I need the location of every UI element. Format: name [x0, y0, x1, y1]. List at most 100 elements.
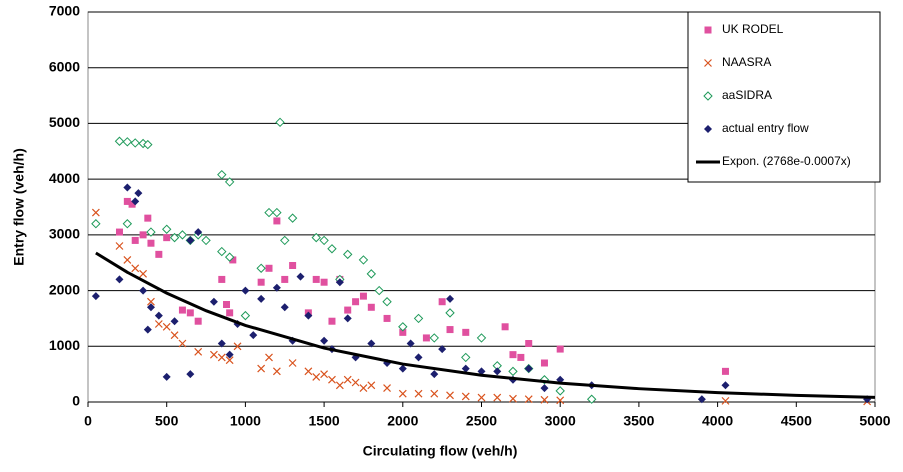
- point: [335, 278, 344, 287]
- point: [359, 292, 367, 300]
- point: [430, 389, 439, 398]
- x-tick-label: 3000: [545, 413, 576, 429]
- point: [144, 214, 152, 222]
- point: [115, 275, 124, 284]
- legend-label: aaSIDRA: [722, 88, 772, 102]
- point: [163, 234, 171, 242]
- point: [477, 393, 486, 402]
- point: [280, 235, 290, 246]
- point: [143, 325, 152, 334]
- point: [359, 384, 368, 392]
- y-tick-label: 1000: [49, 337, 80, 353]
- point: [123, 197, 131, 205]
- point: [194, 347, 203, 356]
- point: [508, 366, 518, 377]
- point: [265, 264, 273, 272]
- point: [352, 298, 360, 306]
- point: [398, 389, 407, 398]
- point: [209, 350, 218, 359]
- point: [131, 264, 140, 273]
- point: [319, 235, 329, 246]
- y-tick-label: 6000: [49, 58, 80, 74]
- point: [328, 375, 336, 384]
- point: [382, 297, 392, 307]
- point: [217, 339, 226, 348]
- point: [257, 294, 266, 303]
- point: [461, 392, 470, 401]
- point: [139, 286, 148, 295]
- point: [501, 323, 509, 331]
- point: [128, 200, 136, 208]
- point: [476, 333, 487, 343]
- point: [91, 292, 100, 301]
- y-tick-label: 4000: [49, 170, 80, 186]
- point: [186, 309, 194, 317]
- point: [343, 375, 352, 384]
- legend: UK RODEL NAASRA aaSIDRA actual entry flow Ex…: [687, 11, 881, 183]
- point: [154, 311, 163, 320]
- point: [287, 213, 298, 223]
- point: [170, 317, 179, 326]
- point: [462, 328, 470, 336]
- point: [123, 183, 132, 192]
- point: [115, 228, 123, 236]
- point: [320, 370, 329, 379]
- point: [438, 345, 447, 354]
- point: [122, 137, 133, 147]
- point: [146, 227, 156, 237]
- x-tick-label: 4500: [781, 413, 812, 429]
- point: [264, 207, 274, 218]
- point: [414, 389, 423, 398]
- y-tick-label: 0: [72, 393, 80, 409]
- point: [217, 353, 226, 362]
- point: [721, 367, 729, 375]
- point: [335, 381, 344, 390]
- point: [226, 309, 234, 317]
- point: [147, 297, 155, 306]
- point: [343, 314, 352, 323]
- point: [304, 311, 313, 320]
- point: [170, 331, 179, 340]
- point: [556, 345, 564, 353]
- point: [509, 394, 517, 403]
- x-tick-label: 4000: [702, 413, 733, 429]
- point: [445, 308, 455, 318]
- point: [218, 275, 226, 283]
- point: [162, 322, 171, 331]
- point: [289, 262, 297, 269]
- point: [224, 177, 235, 187]
- point: [509, 351, 517, 359]
- point: [233, 342, 242, 351]
- x-tick-label: 500: [155, 413, 179, 429]
- point: [367, 381, 376, 390]
- point: [540, 395, 549, 404]
- legend-box: [687, 11, 881, 183]
- point: [524, 364, 533, 373]
- trend-line: [95, 251, 876, 399]
- point: [493, 367, 502, 376]
- x-tick-label: 0: [84, 413, 92, 429]
- point: [194, 228, 203, 237]
- point: [383, 384, 391, 392]
- point: [114, 136, 125, 146]
- y-tick-label: 2000: [49, 281, 80, 297]
- point: [422, 334, 430, 342]
- x-tick-label: 3500: [623, 413, 654, 429]
- point: [446, 294, 455, 303]
- point: [225, 356, 234, 365]
- y-tick-label: 7000: [49, 3, 80, 19]
- point: [304, 367, 313, 376]
- y-tick-label: 5000: [49, 114, 80, 130]
- point: [721, 381, 730, 390]
- point: [223, 301, 231, 308]
- point: [398, 322, 408, 332]
- point: [178, 306, 186, 314]
- point: [344, 306, 352, 314]
- point: [139, 231, 147, 239]
- point: [272, 207, 282, 218]
- point: [146, 303, 155, 312]
- point: [249, 331, 258, 340]
- point: [115, 242, 124, 250]
- point: [524, 395, 533, 404]
- point: [493, 393, 502, 402]
